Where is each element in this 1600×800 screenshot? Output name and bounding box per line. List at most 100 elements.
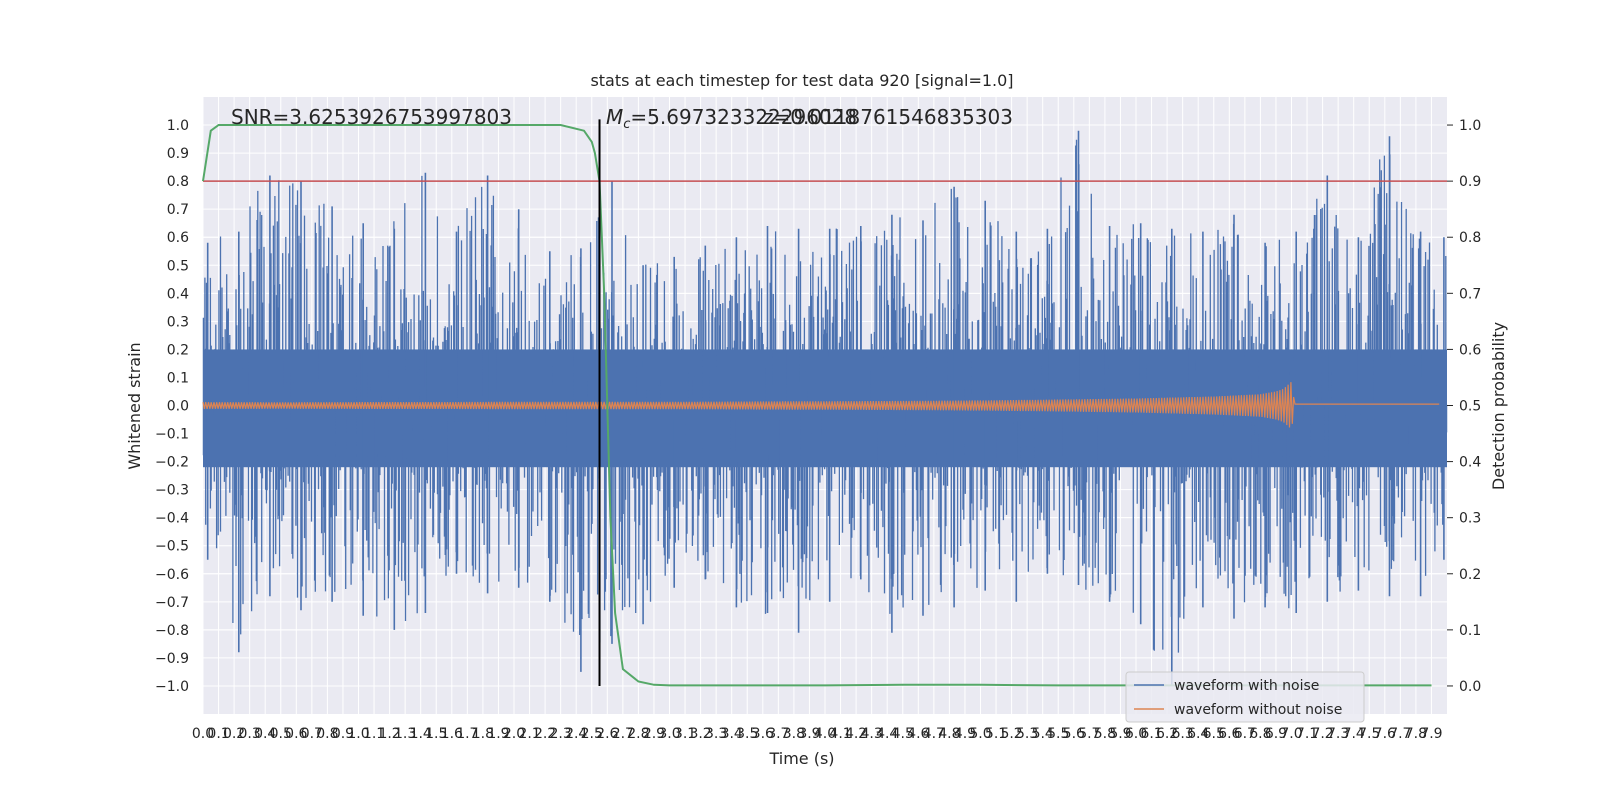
x-tick-label: 5.1: [985, 726, 1007, 742]
x-tick-label: 3.7: [767, 726, 789, 742]
y-axis-right-label: Detection probability: [1489, 322, 1508, 490]
y-right-tick-label: 1.0: [1459, 118, 1481, 134]
x-tick-label: 3.3: [705, 726, 727, 742]
x-tick-label: 5.3: [1016, 726, 1038, 742]
x-tick-label: 7.2: [1311, 726, 1333, 742]
y-left-tick-label: 0.9: [167, 146, 189, 162]
x-tick-label: 6.4: [1187, 726, 1209, 742]
noise-bars: [202, 139, 1448, 653]
x-tick-label: 4.5: [892, 726, 914, 742]
x-tick-label: 0.8: [316, 726, 338, 742]
x-tick-label: 0.0: [192, 726, 214, 742]
y-left-tick-label: 0.1: [167, 370, 189, 386]
y-axis-left-label: Whitened strain: [125, 342, 144, 469]
x-tick-label: 6.9: [1265, 726, 1287, 742]
y-left-tick-label: −0.7: [155, 595, 189, 611]
x-tick-label: 6.0: [1125, 726, 1147, 742]
x-tick-label: 7.3: [1327, 726, 1349, 742]
x-tick-label: 3.9: [798, 726, 820, 742]
y-right-tick-label: 0.8: [1459, 230, 1481, 246]
x-tick-label: 2.0: [503, 726, 525, 742]
y-left-tick-label: −1.0: [155, 679, 189, 695]
y-left-tick-label: 0.8: [167, 174, 189, 190]
x-tick-label: 2.7: [612, 726, 634, 742]
x-tick-label: 2.9: [643, 726, 665, 742]
x-tick-label: 3.2: [689, 726, 711, 742]
x-tick-label: 2.5: [581, 726, 603, 742]
x-tick-label: 4.7: [923, 726, 945, 742]
x-tick-label: 4.3: [861, 726, 883, 742]
chirp-mass-annotation: Mc=5.697323322296028: [606, 105, 857, 132]
y-right-tick-label: 0.2: [1459, 567, 1481, 583]
x-tick-label: 3.4: [721, 726, 743, 742]
chart-title: stats at each timestep for test data 920…: [590, 71, 1013, 90]
y-left-tick-label: 0.3: [167, 314, 189, 330]
x-tick-label: 7.9: [1420, 726, 1442, 742]
x-tick-label: 0.2: [223, 726, 245, 742]
x-tick-label: 3.5: [736, 726, 758, 742]
detection-probability-line: [202, 124, 1432, 687]
y-right-tick-label: 0.6: [1459, 342, 1481, 358]
x-axis-label: Time (s): [768, 749, 834, 768]
x-tick-label: 0.3: [239, 726, 261, 742]
x-tick-label: 3.6: [752, 726, 774, 742]
x-tick-label: 1.5: [425, 726, 447, 742]
x-tick-label: 7.0: [1280, 726, 1302, 742]
snr-annotation: SNR=3.6253926753997803: [231, 105, 512, 129]
x-tick-label: 1.0: [347, 726, 369, 742]
y-left-tick-label: −0.1: [155, 427, 189, 443]
x-tick-label: 1.8: [472, 726, 494, 742]
y-left-tick-label: −0.6: [155, 567, 189, 583]
noise-peaks: [206, 130, 1445, 686]
redshift-annotation: z=0.0118761546835303: [763, 105, 1013, 129]
legend: waveform with noise waveform without noi…: [1125, 671, 1365, 723]
y-left-tick-label: −0.3: [155, 483, 189, 499]
x-tick-label: 4.0: [814, 726, 836, 742]
y-right-tick-label: 0.4: [1459, 455, 1481, 471]
x-tick-label: 1.7: [456, 726, 478, 742]
x-tick-label: 2.8: [627, 726, 649, 742]
x-tick-label: 1.4: [410, 726, 432, 742]
x-tick-label: 6.5: [1203, 726, 1225, 742]
chirp-mass-symbol: M: [606, 105, 623, 129]
chirp-mass-subscript: c: [623, 117, 630, 132]
x-tick-label: 1.3: [394, 726, 416, 742]
x-tick-label: 6.2: [1156, 726, 1178, 742]
x-tick-label: 6.3: [1172, 726, 1194, 742]
x-tick-label: 6.6: [1218, 726, 1240, 742]
y-right-tick-label: 0.3: [1459, 511, 1481, 527]
x-tick-label: 4.8: [938, 726, 960, 742]
y-axis-left-ticks: 1.0 0.9 0.8 0.7 0.6 0.5 0.4 0.3 0.2 0.1 0.0 −0.1 −0.…: [155, 118, 189, 695]
x-tick-label: 5.8: [1094, 726, 1116, 742]
x-tick-label: 5.4: [1032, 726, 1054, 742]
x-tick-label: 3.8: [783, 726, 805, 742]
x-tick-label: 7.7: [1389, 726, 1411, 742]
x-tick-label: 7.8: [1405, 726, 1427, 742]
x-tick-label: 5.5: [1047, 726, 1069, 742]
y-left-tick-label: 0.6: [167, 230, 189, 246]
x-tick-label: 3.1: [674, 726, 696, 742]
x-tick-label: 7.5: [1358, 726, 1380, 742]
x-tick-label: 4.6: [907, 726, 929, 742]
legend-label-clean: waveform without noise: [1174, 702, 1342, 718]
clean-waveform: [202, 382, 1440, 428]
x-tick-label: 5.2: [1000, 726, 1022, 742]
y-left-tick-label: −0.8: [155, 623, 189, 639]
x-tick-label: 0.5: [270, 726, 292, 742]
y-right-tick-label: 0.5: [1459, 399, 1481, 415]
x-tick-label: 7.6: [1374, 726, 1396, 742]
y-left-tick-label: 0.2: [167, 342, 189, 358]
y-right-tick-label: 0.0: [1459, 679, 1481, 695]
x-axis-ticks: 0.00.10.20.30.40.50.60.70.80.91.01.11.21…: [192, 726, 1443, 742]
x-tick-label: 2.4: [565, 726, 587, 742]
y-right-tick-label: 0.1: [1459, 623, 1481, 639]
x-tick-label: 2.3: [550, 726, 572, 742]
y-axis-right-ticks: 1.0 0.9 0.8 0.7 0.6 0.5 0.4 0.3 0.2 0.1 0.0: [1447, 118, 1481, 695]
legend-label-noise: waveform with noise: [1174, 678, 1319, 694]
x-tick-label: 1.1: [363, 726, 385, 742]
x-tick-label: 3.0: [658, 726, 680, 742]
x-tick-label: 5.0: [969, 726, 991, 742]
x-tick-label: 5.7: [1078, 726, 1100, 742]
clean-waveform-line: [202, 382, 1440, 428]
x-tick-label: 0.6: [285, 726, 307, 742]
